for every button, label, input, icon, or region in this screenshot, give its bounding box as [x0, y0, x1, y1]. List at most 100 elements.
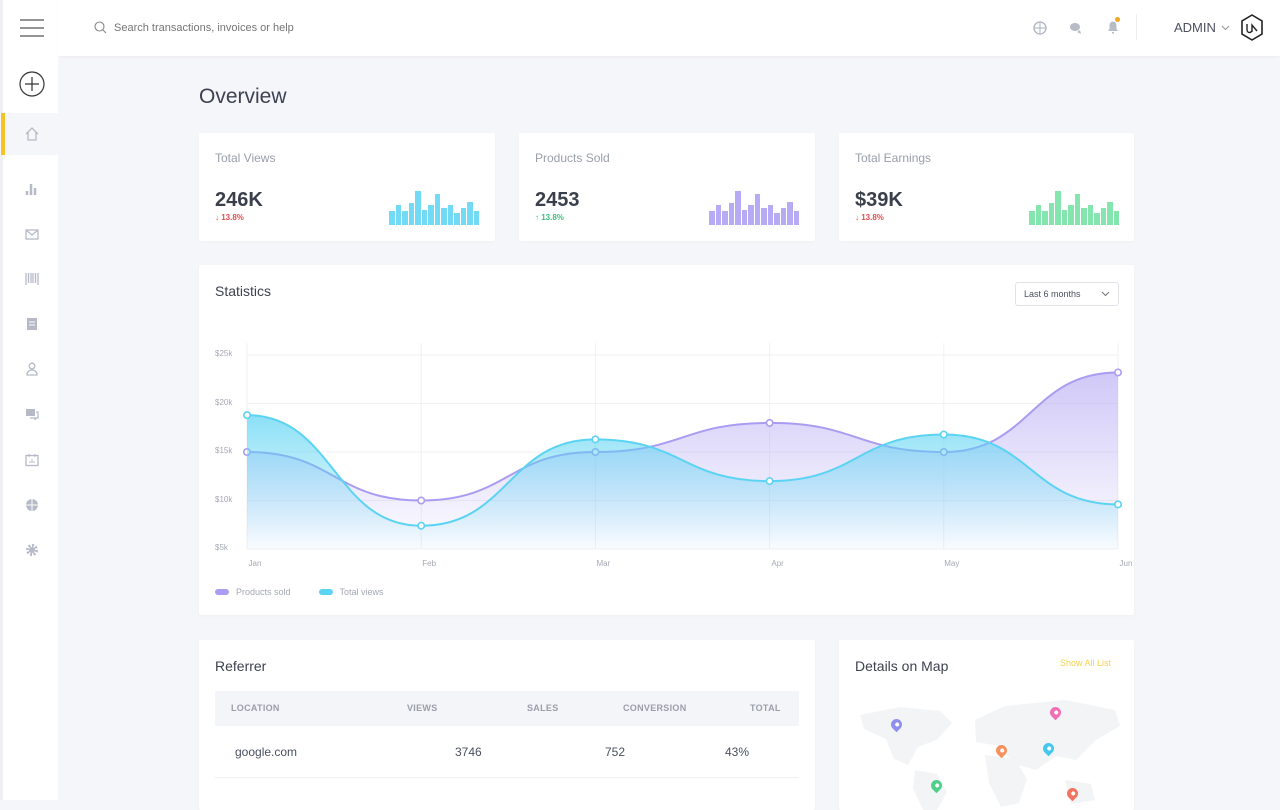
data-point[interactable]	[765, 477, 774, 486]
x-tick-label: Jan	[248, 559, 262, 568]
mini-bar	[1068, 204, 1074, 225]
mini-bar	[722, 211, 728, 225]
data-point[interactable]	[939, 430, 948, 439]
search-input[interactable]	[114, 18, 414, 38]
bar-chart-icon[interactable]	[3, 169, 61, 209]
data-point[interactable]	[591, 435, 600, 444]
mini-bar	[1094, 213, 1100, 225]
mini-bar	[441, 208, 447, 225]
statistics-card: Statistics Last 6 months Products sold T…	[199, 265, 1134, 615]
stat-card-products-sold: Products Sold 2453 ↑ 13.8%	[519, 133, 815, 241]
series-area	[247, 415, 1118, 549]
x-tick-label: Jun	[1119, 559, 1133, 568]
mini-bar	[715, 204, 721, 225]
show-all-list-link[interactable]: Show All List	[1060, 658, 1112, 668]
table-row[interactable]: google.com 3746 752 43%	[215, 726, 799, 778]
messages-icon[interactable]	[1069, 21, 1083, 35]
stat-label: Total Views	[215, 151, 276, 165]
continents	[860, 700, 1120, 810]
referrer-card: Referrer LOCATION VIEWS SALES CONVERSION…	[199, 640, 815, 810]
globe-icon[interactable]	[3, 485, 61, 525]
divider	[1136, 14, 1137, 40]
mini-bar	[1048, 202, 1054, 225]
hamburger-menu-icon[interactable]	[3, 8, 61, 48]
add-new-button[interactable]	[3, 64, 61, 104]
mini-bar	[767, 204, 773, 225]
mini-bar	[395, 204, 401, 225]
mini-bar	[434, 194, 440, 225]
legend-item-total-views[interactable]: Total views	[318, 587, 384, 597]
mini-bar	[1035, 204, 1041, 225]
data-point[interactable]	[1113, 500, 1122, 509]
map-title: Details on Map	[855, 658, 949, 674]
calendar-icon[interactable]	[3, 440, 61, 480]
mini-bar	[389, 211, 395, 225]
mini-bar	[421, 209, 427, 225]
range-select[interactable]: Last 6 months	[1015, 282, 1119, 306]
app-logo	[1239, 13, 1265, 42]
notifications-bell-icon[interactable]	[1106, 17, 1120, 35]
globe-icon[interactable]	[1033, 21, 1047, 35]
cell-views: 3746	[455, 745, 482, 759]
chart-legend: Products sold Total views	[215, 587, 384, 597]
active-indicator	[1, 113, 5, 155]
column-header-conversion[interactable]: CONVERSION	[623, 703, 687, 713]
x-tick-label: Feb	[422, 559, 437, 568]
column-header-total[interactable]: TOTAL	[750, 703, 781, 713]
mini-bar	[1107, 201, 1113, 225]
barcode-icon[interactable]	[3, 259, 61, 299]
legend-item-products-sold[interactable]: Products sold	[215, 587, 291, 597]
gear-icon[interactable]	[3, 530, 61, 570]
y-tick-label: $25k	[215, 349, 233, 358]
document-icon[interactable]	[3, 304, 61, 344]
mini-bar	[1113, 211, 1119, 225]
world-map[interactable]	[855, 695, 1120, 810]
referrer-title: Referrer	[215, 658, 267, 674]
top-bar: ADMIN	[58, 0, 1280, 56]
mini-bar	[1029, 211, 1035, 225]
legend-swatch	[215, 589, 229, 595]
cell-location: google.com	[235, 745, 298, 759]
stat-card-total-views: Total Views 246K ↓ 13.8%	[199, 133, 495, 241]
mini-bar	[460, 208, 466, 225]
user-icon[interactable]	[3, 349, 61, 389]
data-point[interactable]	[242, 411, 251, 420]
stat-change: ↓ 13.8%	[215, 213, 244, 222]
mini-bar	[402, 211, 408, 225]
data-point[interactable]	[765, 418, 774, 427]
y-tick-label: $5k	[215, 543, 228, 552]
notification-dot	[1115, 17, 1120, 22]
data-point[interactable]	[1113, 368, 1122, 377]
mini-bar	[415, 191, 421, 225]
chevron-down-icon	[1101, 291, 1110, 297]
y-tick-label: $10k	[215, 494, 233, 504]
stat-change: ↑ 13.8%	[535, 213, 564, 222]
sidebar-item-home[interactable]	[0, 113, 58, 155]
mini-bar-chart	[389, 191, 479, 225]
legend-label: Products sold	[236, 587, 291, 597]
mini-bar	[754, 194, 760, 225]
data-point[interactable]	[417, 496, 426, 505]
mini-bar	[748, 204, 754, 225]
data-point[interactable]	[417, 521, 426, 530]
column-header-location[interactable]: LOCATION	[231, 703, 280, 713]
mini-bar	[473, 211, 479, 225]
mini-bar	[1061, 209, 1067, 225]
column-header-sales[interactable]: SALES	[527, 703, 559, 713]
user-menu[interactable]: ADMIN	[1174, 20, 1230, 35]
mini-bar	[735, 191, 741, 225]
search-icon	[94, 21, 107, 34]
home-icon[interactable]	[3, 114, 61, 154]
mail-icon[interactable]	[3, 214, 61, 254]
mini-bar-chart	[709, 191, 799, 225]
stat-value: $39K	[855, 189, 903, 211]
x-tick-label: Apr	[771, 559, 784, 568]
mini-bar	[467, 201, 473, 225]
chat-icon[interactable]	[3, 394, 61, 434]
column-header-views[interactable]: VIEWS	[407, 703, 438, 713]
stat-value: 246K	[215, 189, 263, 211]
statistics-chart	[242, 343, 1122, 550]
sidebar	[0, 0, 58, 800]
y-tick-label: $15k	[215, 446, 233, 455]
mini-bar	[709, 211, 715, 225]
